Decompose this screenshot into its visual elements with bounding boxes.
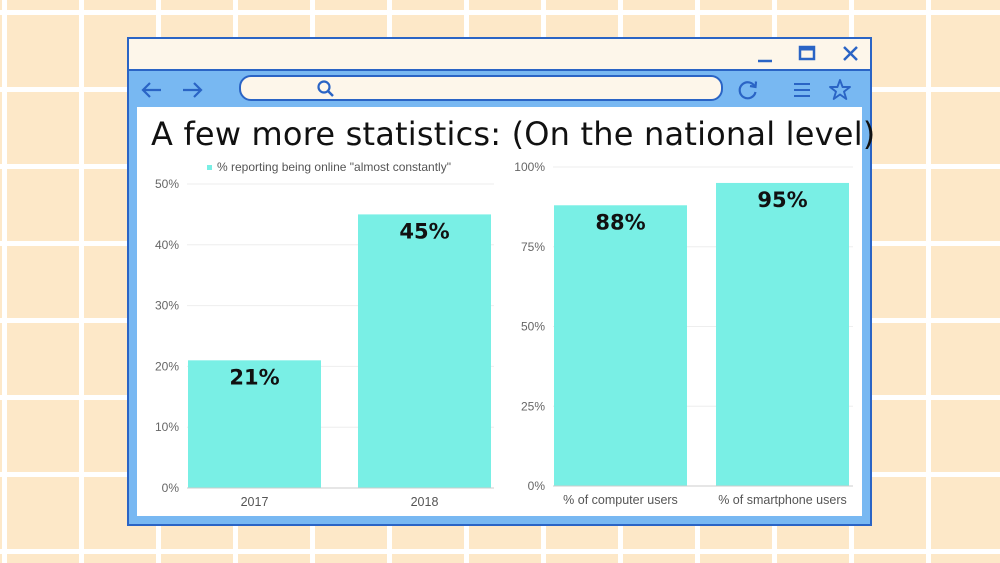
y-tick-label: 50% [155, 177, 179, 191]
browser-window: A few more statistics: (On the national … [127, 37, 875, 526]
page-title: A few more statistics: (On the national … [151, 115, 876, 153]
y-tick-label: 30% [155, 299, 179, 313]
minimize-icon[interactable] [749, 39, 781, 69]
y-tick-label: 75% [521, 240, 545, 254]
y-axis: 0% 25% 50% 75% 100% [514, 160, 545, 493]
y-tick-label: 100% [514, 160, 545, 174]
search-icon[interactable] [315, 78, 337, 100]
bar--of-smartphone-users [716, 182, 849, 486]
y-tick-label: 25% [521, 399, 545, 413]
legend-label: % reporting being online "almost constan… [217, 160, 451, 174]
y-tick-label: 20% [155, 359, 179, 373]
address-bar[interactable] [239, 75, 723, 101]
bar-2018 [358, 214, 491, 488]
bar-2017 [188, 360, 321, 488]
arrow-left-icon[interactable] [139, 77, 165, 103]
arrow-right-icon[interactable] [179, 77, 205, 103]
y-tick-label: 10% [155, 420, 179, 434]
data-label: 95% [757, 188, 807, 212]
category-label: 2017 [241, 495, 269, 509]
y-axis: 0% 10% 20% 30% 40% 50% [155, 177, 179, 495]
category-label: 2018 [411, 495, 439, 509]
bars [554, 182, 849, 486]
y-tick-label: 0% [162, 481, 180, 495]
x-axis: % of computer users % of smartphone users [553, 485, 853, 507]
category-label: % of smartphone users [718, 493, 847, 507]
data-label: 45% [399, 219, 449, 243]
star-icon[interactable] [827, 77, 853, 103]
chart-device-users: 0% 25% 50% 75% 100% 88% 95% % of computer use… [514, 160, 853, 507]
legend-marker [207, 165, 212, 170]
slide-content: A few more statistics: (On the national … [137, 107, 875, 516]
refresh-icon[interactable] [735, 77, 761, 103]
x-axis: 2017 2018 [187, 487, 494, 509]
y-tick-label: 50% [521, 320, 545, 334]
close-icon[interactable] [835, 39, 867, 69]
bars [188, 214, 491, 488]
menu-icon[interactable] [789, 77, 815, 103]
data-labels: 21% 45% [229, 219, 449, 389]
maximize-icon[interactable] [791, 39, 823, 69]
y-tick-label: 0% [528, 479, 546, 493]
legend: % reporting being online "almost constan… [207, 160, 451, 174]
data-label: 21% [229, 365, 279, 389]
browser-toolbar [129, 71, 870, 107]
category-label: % of computer users [563, 493, 678, 507]
bar--of-computer-users [554, 205, 687, 486]
data-labels: 88% 95% [595, 188, 807, 234]
data-label: 88% [595, 210, 645, 234]
y-tick-label: 40% [155, 238, 179, 252]
chart-online-constantly: 0% 10% 20% 30% 40% 50% 21% 45% 2017 2018 % repo… [155, 160, 494, 509]
title-bar [129, 39, 870, 71]
